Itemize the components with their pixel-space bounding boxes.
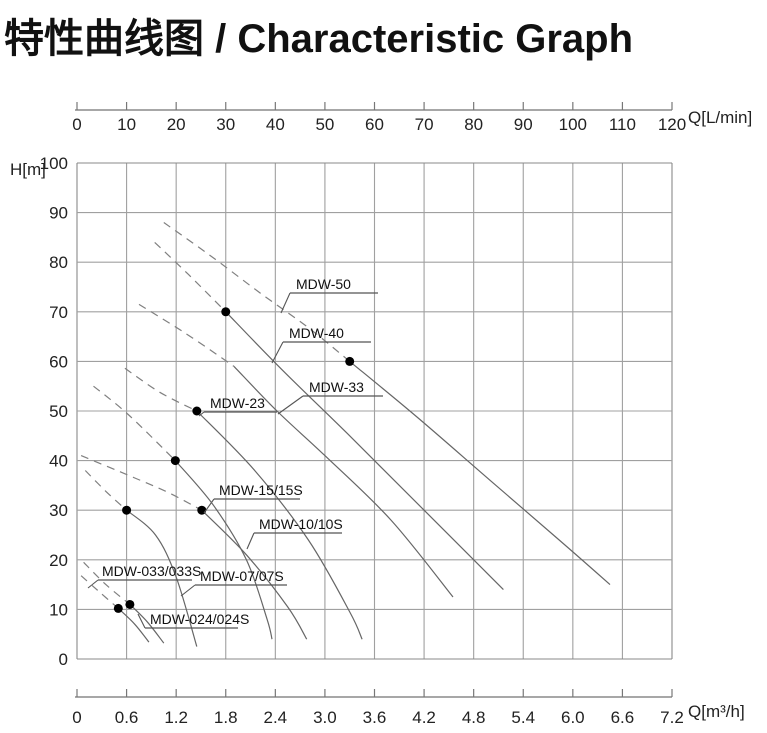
top-axis-tick-label: 110	[609, 115, 636, 134]
top-axis-tick-label: 10	[117, 115, 136, 134]
bottom-axis-tick-label: 1.8	[214, 708, 238, 727]
curve-dashed-MDW-40	[154, 241, 227, 313]
curve-label-MDW-033/033S: MDW-033/033S	[102, 563, 201, 579]
rated-point-dot-MDW-033/033S	[125, 599, 135, 609]
page-title: 特性曲线图 / Characteristic Graph	[4, 17, 634, 61]
y-axis-tick-label: 40	[49, 452, 68, 471]
bottom-axis-tick-label: 2.4	[264, 708, 288, 727]
y-axis-tick-label: 90	[49, 204, 68, 223]
rated-point-dot-MDW-024/024S	[113, 603, 123, 613]
curve-solid-MDW-40	[225, 311, 504, 591]
bottom-axis-tick-label: 6.0	[561, 708, 585, 727]
curve-solid-MDW-024/024S	[117, 607, 150, 643]
bottom-axis-tick-label: 7.2	[660, 708, 684, 727]
y-axis-tick-label: 10	[49, 600, 68, 619]
curve-solid-MDW-10/10S	[174, 460, 273, 640]
y-axis-tick-label: 100	[40, 154, 68, 173]
bottom-axis-unit-label: Q[m³/h]	[688, 702, 745, 721]
curve-dashed-MDW-07/07S	[84, 470, 127, 511]
curve-label-leader	[180, 584, 196, 597]
rated-point-dot-MDW-10/10S	[170, 456, 180, 466]
curve-solid-MDW-50	[349, 360, 611, 586]
curve-solid-MDW-15/15S	[201, 509, 308, 640]
curve-label-MDW-23: MDW-23	[210, 395, 265, 411]
y-axis-tick-label: 0	[59, 650, 68, 669]
y-axis-tick-label: 70	[49, 303, 68, 322]
curve-solid-MDW-33	[233, 365, 454, 598]
curve-label-MDW-07/07S: MDW-07/07S	[200, 568, 284, 584]
curve-label-MDW-40: MDW-40	[289, 325, 344, 341]
curve-label-leader	[137, 613, 146, 629]
y-axis-tick-label: 50	[49, 402, 68, 421]
curve-label-leader	[271, 341, 284, 364]
curve-label-leader	[87, 579, 99, 589]
curve-label-MDW-10/10S: MDW-10/10S	[259, 516, 343, 532]
curve-dashed-MDW-10/10S	[93, 385, 176, 462]
bottom-axis-tick-label: 3.0	[313, 708, 337, 727]
bottom-axis-tick-label: 6.6	[611, 708, 635, 727]
top-axis-tick-label: 90	[514, 115, 533, 134]
curve-label-leader	[277, 395, 304, 415]
bottom-axis-tick-label: 0	[72, 708, 81, 727]
curve-solid-MDW-033/033S	[129, 603, 165, 644]
top-axis-tick-label: 120	[658, 115, 686, 134]
curve-label-leader	[280, 292, 291, 314]
bottom-axis-tick-label: 5.4	[511, 708, 535, 727]
bottom-axis-tick-label: 0.6	[115, 708, 139, 727]
curve-dashed-MDW-33	[138, 303, 235, 367]
rated-point-dot-MDW-40	[221, 307, 231, 317]
y-axis-unit-label: H[m]	[10, 160, 46, 179]
curve-dashed-MDW-15/15S	[80, 455, 203, 511]
top-axis-tick-label: 100	[559, 115, 587, 134]
bottom-axis-tick-label: 3.6	[363, 708, 387, 727]
y-axis-tick-label: 30	[49, 501, 68, 520]
curve-label-MDW-50: MDW-50	[296, 276, 351, 292]
curve-label-leader	[203, 498, 215, 514]
rated-point-dot-MDW-07/07S	[122, 505, 132, 515]
curve-dashed-MDW-033/033S	[83, 561, 131, 605]
bottom-axis-tick-label: 4.8	[462, 708, 486, 727]
bottom-axis-tick-label: 1.2	[164, 708, 188, 727]
curve-label-MDW-33: MDW-33	[309, 379, 364, 395]
y-axis-tick-label: 80	[49, 253, 68, 272]
top-axis-tick-label: 60	[365, 115, 384, 134]
top-axis-tick-label: 30	[216, 115, 235, 134]
curve-solid-MDW-07/07S	[126, 509, 198, 647]
curve-label-MDW-15/15S: MDW-15/15S	[219, 482, 303, 498]
y-axis-tick-label: 20	[49, 551, 68, 570]
curve-label-leader	[198, 411, 205, 417]
top-axis-tick-label: 70	[415, 115, 434, 134]
top-axis-tick-label: 40	[266, 115, 285, 134]
curve-label-leader	[246, 532, 255, 550]
top-axis-tick-label: 20	[167, 115, 186, 134]
curve-dashed-MDW-024/024S	[80, 575, 119, 609]
top-axis-tick-label: 50	[315, 115, 334, 134]
curve-dashed-MDW-50	[163, 222, 351, 362]
rated-point-dot-MDW-50	[345, 356, 355, 366]
top-axis-tick-label: 80	[464, 115, 483, 134]
curve-label-MDW-024/024S: MDW-024/024S	[150, 611, 249, 627]
y-axis-tick-label: 60	[49, 352, 68, 371]
rated-point-dot-MDW-15/15S	[197, 505, 207, 515]
bottom-axis-tick-label: 4.2	[412, 708, 436, 727]
curve-solid-MDW-23	[196, 410, 363, 640]
top-axis-unit-label: Q[L/min]	[688, 108, 752, 127]
top-axis-tick-label: 0	[72, 115, 81, 134]
rated-point-dot-MDW-23	[192, 406, 202, 416]
curve-dashed-MDW-23	[124, 367, 198, 412]
